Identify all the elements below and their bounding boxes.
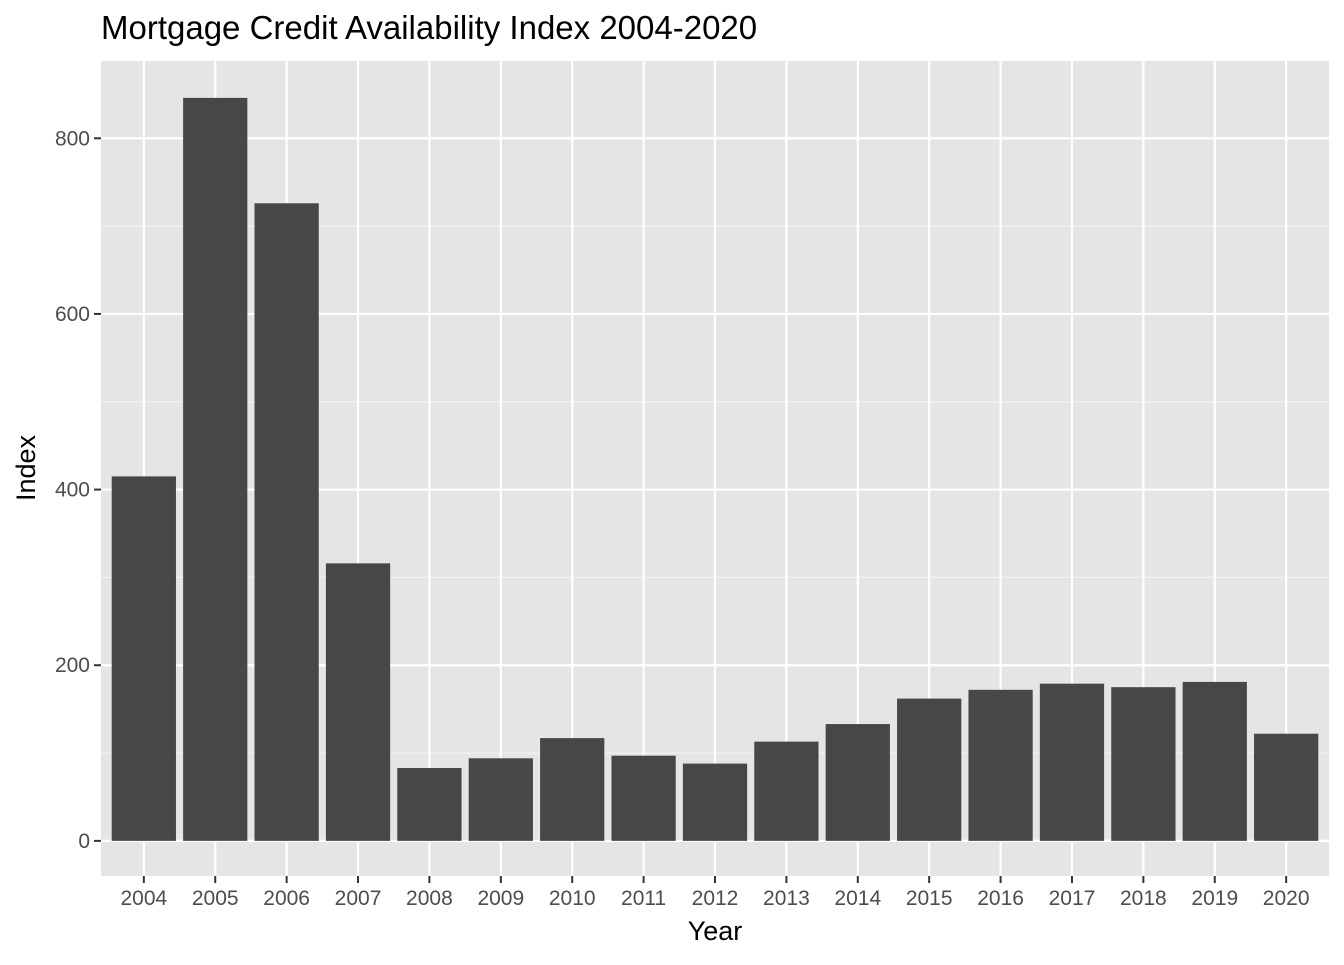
bar-2005 <box>183 97 248 841</box>
x-tick-label: 2006 <box>263 887 310 910</box>
x-tick-label: 2012 <box>692 887 739 910</box>
x-tick-label: 2008 <box>406 887 453 910</box>
bar-2006 <box>254 203 319 841</box>
chart-title: Mortgage Credit Availability Index 2004-… <box>101 9 757 46</box>
y-tick-label: 800 <box>55 127 90 150</box>
bar-2017 <box>1039 683 1105 841</box>
x-tick-label: 2011 <box>621 887 666 910</box>
bar-2018 <box>1111 687 1176 841</box>
x-tick-label: 2004 <box>120 887 167 910</box>
x-tick-label: 2015 <box>906 887 953 910</box>
x-axis-title: Year <box>688 916 743 946</box>
y-tick-label: 0 <box>78 830 90 853</box>
x-tick-label: 2013 <box>763 887 810 910</box>
y-tick-label: 600 <box>55 303 90 326</box>
x-tick-label: 2007 <box>335 887 382 910</box>
bar-2008 <box>397 767 462 841</box>
y-axis-title: Index <box>11 434 41 501</box>
bar-2011 <box>611 755 676 841</box>
x-axis: 2004 2005 2006 2007 2008 2009 2010 2011 2012 2013… <box>120 876 1310 910</box>
bar-2015 <box>897 698 962 841</box>
bar-2016 <box>968 689 1033 841</box>
bar-2004 <box>111 476 176 841</box>
bar-2007 <box>325 563 391 841</box>
bars <box>111 97 1319 841</box>
x-tick-label: 2020 <box>1263 887 1310 910</box>
y-tick-label: 400 <box>55 479 90 502</box>
bar-2009 <box>468 758 533 841</box>
x-tick-label: 2016 <box>977 887 1024 910</box>
bar-2010 <box>540 738 605 841</box>
x-tick-label: 2010 <box>549 887 596 910</box>
x-tick-label: 2014 <box>834 887 881 910</box>
x-tick-label: 2005 <box>192 887 239 910</box>
bar-2013 <box>754 741 819 841</box>
x-tick-label: 2018 <box>1120 887 1167 910</box>
bar-2012 <box>682 763 748 841</box>
bar-2014 <box>825 724 890 841</box>
bar-2020 <box>1254 733 1319 841</box>
x-tick-label: 2019 <box>1191 887 1238 910</box>
y-tick-label: 200 <box>55 654 90 677</box>
bar-2019 <box>1182 681 1247 841</box>
y-axis: 0 200 400 600 800 <box>55 127 101 853</box>
x-tick-label: 2009 <box>477 887 524 910</box>
x-tick-label: 2017 <box>1049 887 1096 910</box>
